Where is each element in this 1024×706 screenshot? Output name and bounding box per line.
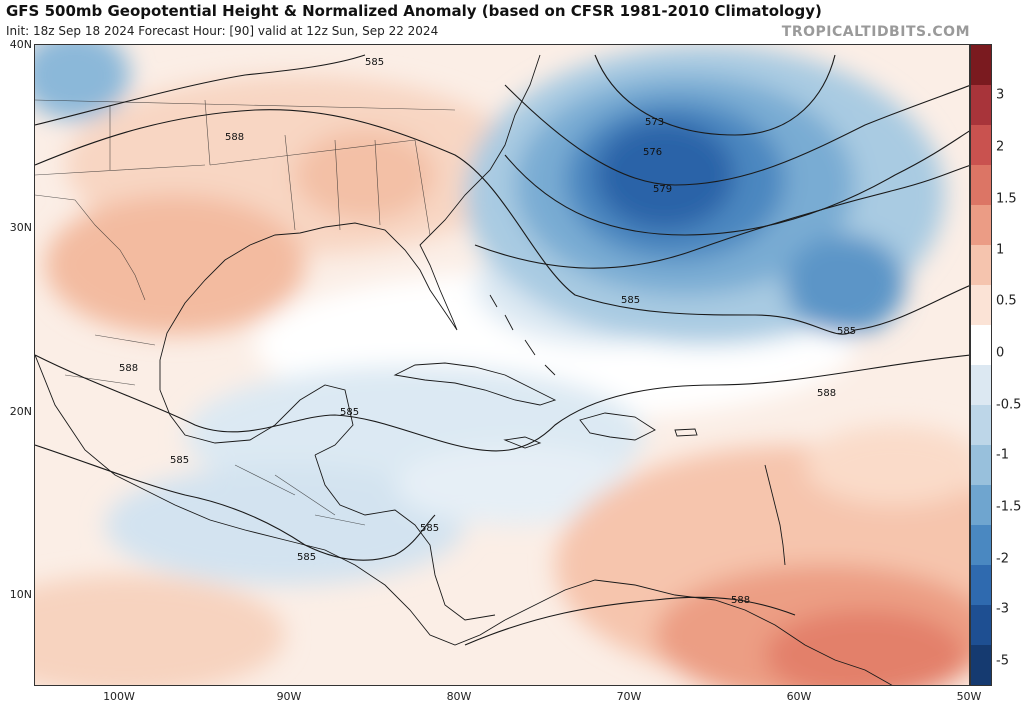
colorbar-tick-label: 3 — [996, 87, 1005, 103]
colorbar-tick-label: -5 — [996, 653, 1009, 669]
contour-labels: 573 576 579 585 585 585 585 585 585 585 … — [119, 57, 856, 606]
map-panel: 573 576 579 585 585 585 585 585 585 585 … — [34, 44, 970, 686]
colorbar-segment — [971, 245, 991, 285]
coastlines — [35, 54, 893, 685]
colorbar-segment — [971, 365, 991, 405]
contour-label-588-tx: 588 — [225, 132, 244, 143]
colorbar-tick-label: 1.5 — [996, 191, 1017, 207]
contour-label-588-sa: 588 — [731, 595, 750, 606]
colorbar-tick-label: 0 — [996, 345, 1005, 361]
colorbar-tick-label: -0.5 — [996, 397, 1022, 413]
colorbar-segment — [971, 605, 991, 645]
colorbar-tick-label: -2 — [996, 551, 1009, 567]
contour-label-588-mx: 588 — [119, 363, 138, 374]
colorbar-segment — [971, 165, 991, 205]
colorbar-tick-label: -3 — [996, 601, 1009, 617]
contour-label-585-hon: 585 — [420, 523, 439, 534]
site-watermark: TROPICALTIDBITS.COM — [781, 24, 970, 40]
contour-label-588-atl: 588 — [817, 388, 836, 399]
colorbar-tick-label: 2 — [996, 139, 1005, 155]
colorbar-segment — [971, 285, 991, 325]
colorbar-segment — [971, 445, 991, 485]
colorbar-segment — [971, 205, 991, 245]
anomaly-map: 573 576 579 585 585 585 585 585 585 585 … — [35, 45, 969, 685]
lon-label-80w: 80W — [446, 690, 472, 703]
contour-label-585-atl: 585 — [621, 295, 640, 306]
contour-label-579: 579 — [653, 184, 672, 195]
chart-title: GFS 500mb Geopotential Height & Normaliz… — [6, 2, 822, 20]
colorbar-tick-label: 1 — [996, 242, 1005, 258]
colorbar-segment — [971, 325, 991, 365]
contour-label-585-cam: 585 — [297, 552, 316, 563]
lon-label-50w: 50W — [956, 690, 982, 703]
colorbar-tick-label: 0.5 — [996, 293, 1017, 309]
lat-label-30n: 30N — [9, 221, 32, 234]
contour-label-585-gulf: 585 — [340, 407, 359, 418]
colorbar-segment — [971, 45, 991, 85]
colorbar-segment — [971, 645, 991, 685]
colorbar-tick-label: -1.5 — [996, 499, 1022, 515]
colorbar-segment — [971, 85, 991, 125]
contour-label-585-east: 585 — [837, 326, 856, 337]
lon-label-100w: 100W — [103, 690, 135, 703]
lon-label-90w: 90W — [276, 690, 302, 703]
colorbar-tick-label: -1 — [996, 447, 1009, 463]
colorbar-segment — [971, 405, 991, 445]
lon-label-70w: 70W — [616, 690, 642, 703]
height-contours — [35, 54, 969, 646]
contour-label-576: 576 — [643, 147, 662, 158]
chart-subtitle: Init: 18z Sep 18 2024 Forecast Hour: [90… — [6, 24, 439, 38]
lat-label-20n: 20N — [9, 405, 32, 418]
lat-label-10n: 10N — [9, 588, 32, 601]
colorbar-segment — [971, 125, 991, 165]
state-borders — [35, 99, 456, 526]
colorbar — [970, 44, 992, 686]
lat-label-40n: 40N — [9, 38, 32, 51]
colorbar-segment — [971, 525, 991, 565]
contour-label-573: 573 — [645, 117, 664, 128]
colorbar-segment — [971, 485, 991, 525]
contour-label-585-yuc: 585 — [170, 455, 189, 466]
contour-label-585-top: 585 — [365, 57, 384, 68]
colorbar-segment — [971, 565, 991, 605]
lon-label-60w: 60W — [786, 690, 812, 703]
